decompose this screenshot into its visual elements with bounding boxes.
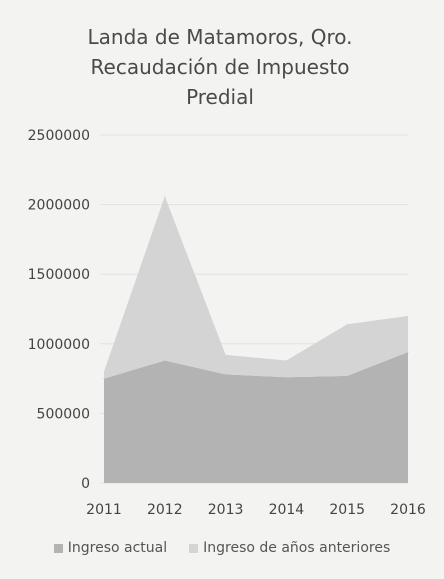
data-point-s1-2013 <box>225 354 227 356</box>
chart-title-line-2: Recaudación de Impuesto <box>90 55 350 79</box>
chart-title-line-1: Landa de Matamoros, Qro. <box>87 25 353 49</box>
data-point-s1-2012 <box>164 195 166 197</box>
area-series-0 <box>104 352 408 483</box>
y-tick-label-2: 1000000 <box>28 337 90 353</box>
area-series-1 <box>104 196 408 379</box>
data-point-s1-2015 <box>346 323 348 325</box>
legend-label-ingreso-actual: Ingreso actual <box>67 540 168 556</box>
y-tick-label-1: 500000 <box>37 406 90 422</box>
legend-swatch-ingreso-actual <box>53 543 63 553</box>
data-point-s1-2014 <box>285 360 287 362</box>
data-point-s1-2011 <box>103 371 105 373</box>
chart-title: Landa de Matamoros, Qro. Recaudación de … <box>40 22 400 112</box>
y-tick-label-0: 0 <box>81 476 90 492</box>
legend-item-ingreso-anteriores: Ingreso de años anteriores <box>189 540 390 556</box>
x-tick-label-2012: 2012 <box>147 502 183 518</box>
legend-swatch-ingreso-anteriores <box>189 543 199 553</box>
chart-title-line-3: Predial <box>186 85 254 109</box>
data-point-s1-2016 <box>407 315 409 317</box>
legend-item-ingreso-actual: Ingreso actual <box>53 540 168 556</box>
y-tick-label-3: 1500000 <box>28 267 90 283</box>
x-tick-label-2011: 2011 <box>86 502 122 518</box>
legend-label-ingreso-anteriores: Ingreso de años anteriores <box>203 540 391 556</box>
x-tick-label-2013: 2013 <box>208 502 244 518</box>
y-tick-label-5: 2500000 <box>28 128 90 144</box>
x-tick-label-2014: 2014 <box>269 502 305 518</box>
x-tick-label-2015: 2015 <box>329 502 365 518</box>
y-tick-label-4: 2000000 <box>28 198 90 214</box>
x-tick-label-2016: 2016 <box>390 502 426 518</box>
legend: Ingreso actual Ingreso de años anteriore… <box>0 540 444 556</box>
